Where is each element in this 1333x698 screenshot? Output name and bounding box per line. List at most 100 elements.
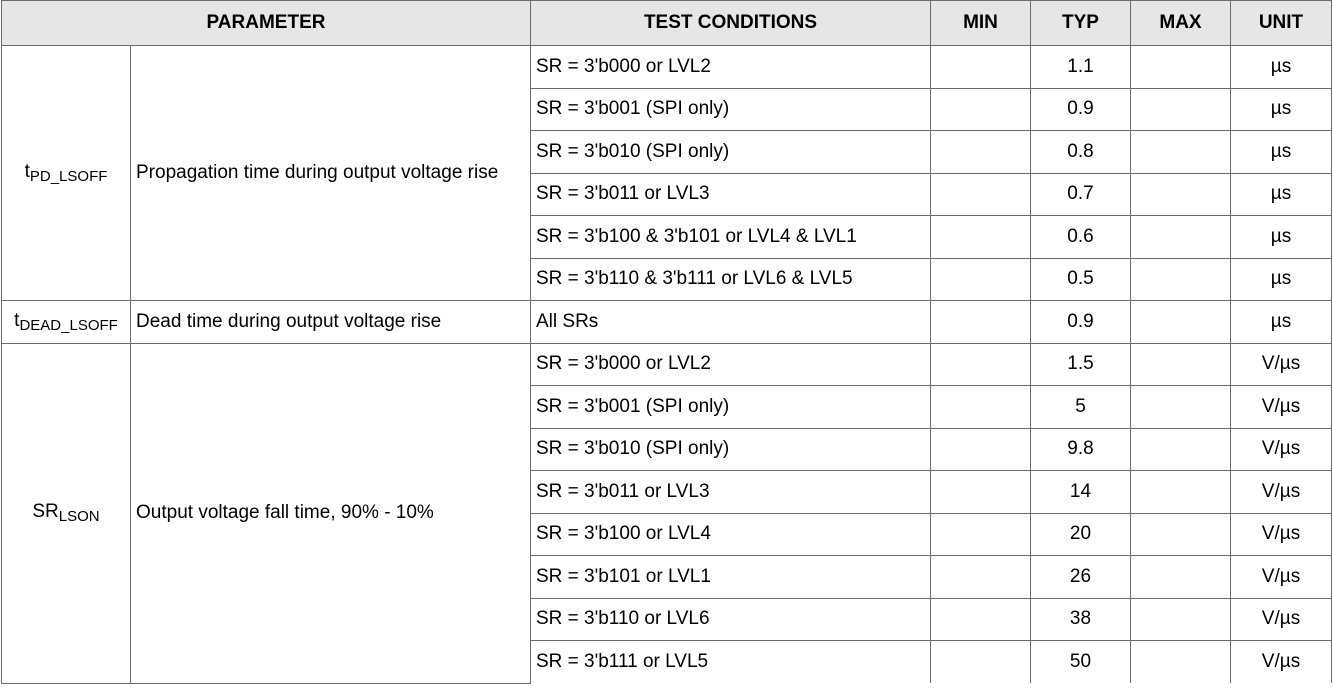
header-typ: TYP [1030, 0, 1131, 46]
typ-value: 0.6 [1030, 215, 1131, 259]
typ-value: 38 [1030, 597, 1131, 641]
min-value [930, 45, 1031, 89]
typ-value: 14 [1030, 470, 1131, 514]
symbol-main: SR [32, 501, 59, 522]
unit-value: V/µs [1230, 385, 1332, 429]
typ-value: 5 [1030, 385, 1131, 429]
max-value [1130, 597, 1231, 641]
unit-value: V/µs [1230, 555, 1332, 599]
min-value [930, 385, 1031, 429]
min-value [930, 300, 1031, 344]
test-condition: SR = 3'b001 (SPI only) [530, 385, 931, 429]
symbol-subscript: DEAD_LSOFF [19, 316, 118, 334]
max-value [1130, 130, 1231, 174]
unit-value: µs [1230, 130, 1332, 174]
test-condition: SR = 3'b100 or LVL4 [530, 512, 931, 556]
table-body: tPD_LSOFF Propagation time during output… [1, 45, 1332, 684]
max-value [1130, 300, 1231, 344]
typ-value: 0.9 [1030, 300, 1131, 344]
table-row: SRLSON Output voltage fall time, 90% - 1… [1, 342, 1332, 684]
symbol-subscript: PD_LSOFF [29, 168, 108, 185]
test-condition: SR = 3'b110 or LVL6 [530, 597, 931, 641]
test-condition: SR = 3'b000 or LVL2 [530, 342, 931, 386]
typ-value: 0.9 [1030, 87, 1131, 131]
max-value [1130, 640, 1231, 683]
header-max: MAX [1130, 0, 1231, 46]
unit-value: V/µs [1230, 597, 1332, 641]
max-value [1130, 385, 1231, 429]
symbol-main: t [14, 309, 20, 331]
typ-value: 9.8 [1030, 427, 1131, 471]
parameter-symbol: tPD_LSOFF [1, 45, 131, 301]
unit-value: µs [1230, 87, 1332, 131]
parameter-symbol: tDEAD_LSOFF [1, 300, 131, 344]
table-row: SR = 3'b101 or LVL1 26 V/µs [2, 555, 1332, 599]
unit-value: µs [1230, 300, 1332, 344]
test-condition: SR = 3'b010 (SPI only) [530, 427, 931, 471]
test-condition: SR = 3'b111 or LVL5 [530, 640, 931, 683]
test-condition: SR = 3'b010 (SPI only) [530, 130, 931, 174]
unit-value: µs [1230, 45, 1332, 89]
table-row: SR = 3'b010 (SPI only) 0.8 µs [2, 130, 1332, 174]
test-condition: SR = 3'b100 & 3'b101 or LVL4 & LVL1 [530, 215, 931, 259]
max-value [1130, 87, 1231, 131]
max-value [1130, 555, 1231, 599]
table-row: SR = 3'b001 (SPI only) 0.9 µs [2, 87, 1332, 131]
table-row: SR = 3'b100 or LVL4 20 V/µs [2, 512, 1332, 556]
min-value [930, 87, 1031, 131]
unit-value: V/µs [1230, 470, 1332, 514]
header-test-conditions: TEST CONDITIONS [530, 0, 931, 46]
table-row: tPD_LSOFF Propagation time during output… [1, 45, 1332, 301]
min-value [930, 597, 1031, 641]
header-unit: UNIT [1230, 0, 1332, 46]
table-row: SR = 3'b011 or LVL3 14 V/µs [2, 470, 1332, 514]
typ-value: 1.1 [1030, 45, 1131, 89]
unit-value: V/µs [1230, 427, 1332, 471]
unit-value: µs [1230, 257, 1332, 301]
max-value [1130, 172, 1231, 216]
typ-value: 0.8 [1030, 130, 1131, 174]
typ-value: 50 [1030, 640, 1131, 683]
unit-value: V/µs [1230, 640, 1332, 683]
test-condition: All SRs [530, 300, 931, 344]
unit-value: V/µs [1230, 342, 1332, 386]
parameter-description: Dead time during output voltage rise [130, 300, 531, 344]
min-value [930, 470, 1031, 514]
test-condition: SR = 3'b101 or LVL1 [530, 555, 931, 599]
header-row: PARAMETER TEST CONDITIONS MIN TYP MAX UN… [1, 0, 1332, 46]
symbol-main: t [24, 161, 30, 182]
unit-value: µs [1230, 215, 1332, 259]
unit-value: V/µs [1230, 512, 1332, 556]
min-value [930, 427, 1031, 471]
test-condition: SR = 3'b011 or LVL3 [530, 172, 931, 216]
table-row: SR = 3'b110 & 3'b111 or LVL6 & LVL5 0.5 … [2, 257, 1332, 301]
parameter-description: Output voltage fall time, 90% - 10% [130, 342, 531, 684]
min-value [930, 215, 1031, 259]
max-value [1130, 257, 1231, 301]
max-value [1130, 342, 1231, 386]
max-value [1130, 512, 1231, 556]
typ-value: 0.5 [1030, 257, 1131, 301]
typ-value: 0.7 [1030, 172, 1131, 216]
test-condition: SR = 3'b001 (SPI only) [530, 87, 931, 131]
min-value [930, 512, 1031, 556]
symbol-subscript: LSON [58, 508, 100, 525]
typ-value: 26 [1030, 555, 1131, 599]
table-row: SR = 3'b111 or LVL5 50 V/µs [2, 640, 1332, 683]
test-condition: SR = 3'b110 & 3'b111 or LVL6 & LVL5 [530, 257, 931, 301]
table-row: SR = 3'b011 or LVL3 0.7 µs [2, 172, 1332, 216]
test-condition: SR = 3'b000 or LVL2 [530, 45, 931, 89]
min-value [930, 172, 1031, 216]
max-value [1130, 470, 1231, 514]
max-value [1130, 427, 1231, 471]
spec-table: PARAMETER TEST CONDITIONS MIN TYP MAX UN… [1, 0, 1332, 684]
min-value [930, 257, 1031, 301]
unit-value: µs [1230, 172, 1332, 216]
header-min: MIN [930, 0, 1031, 46]
min-value [930, 342, 1031, 386]
max-value [1130, 45, 1231, 89]
typ-value: 1.5 [1030, 342, 1131, 386]
header-parameter: PARAMETER [1, 0, 531, 46]
parameter-symbol: SRLSON [1, 342, 131, 684]
min-value [930, 640, 1031, 683]
